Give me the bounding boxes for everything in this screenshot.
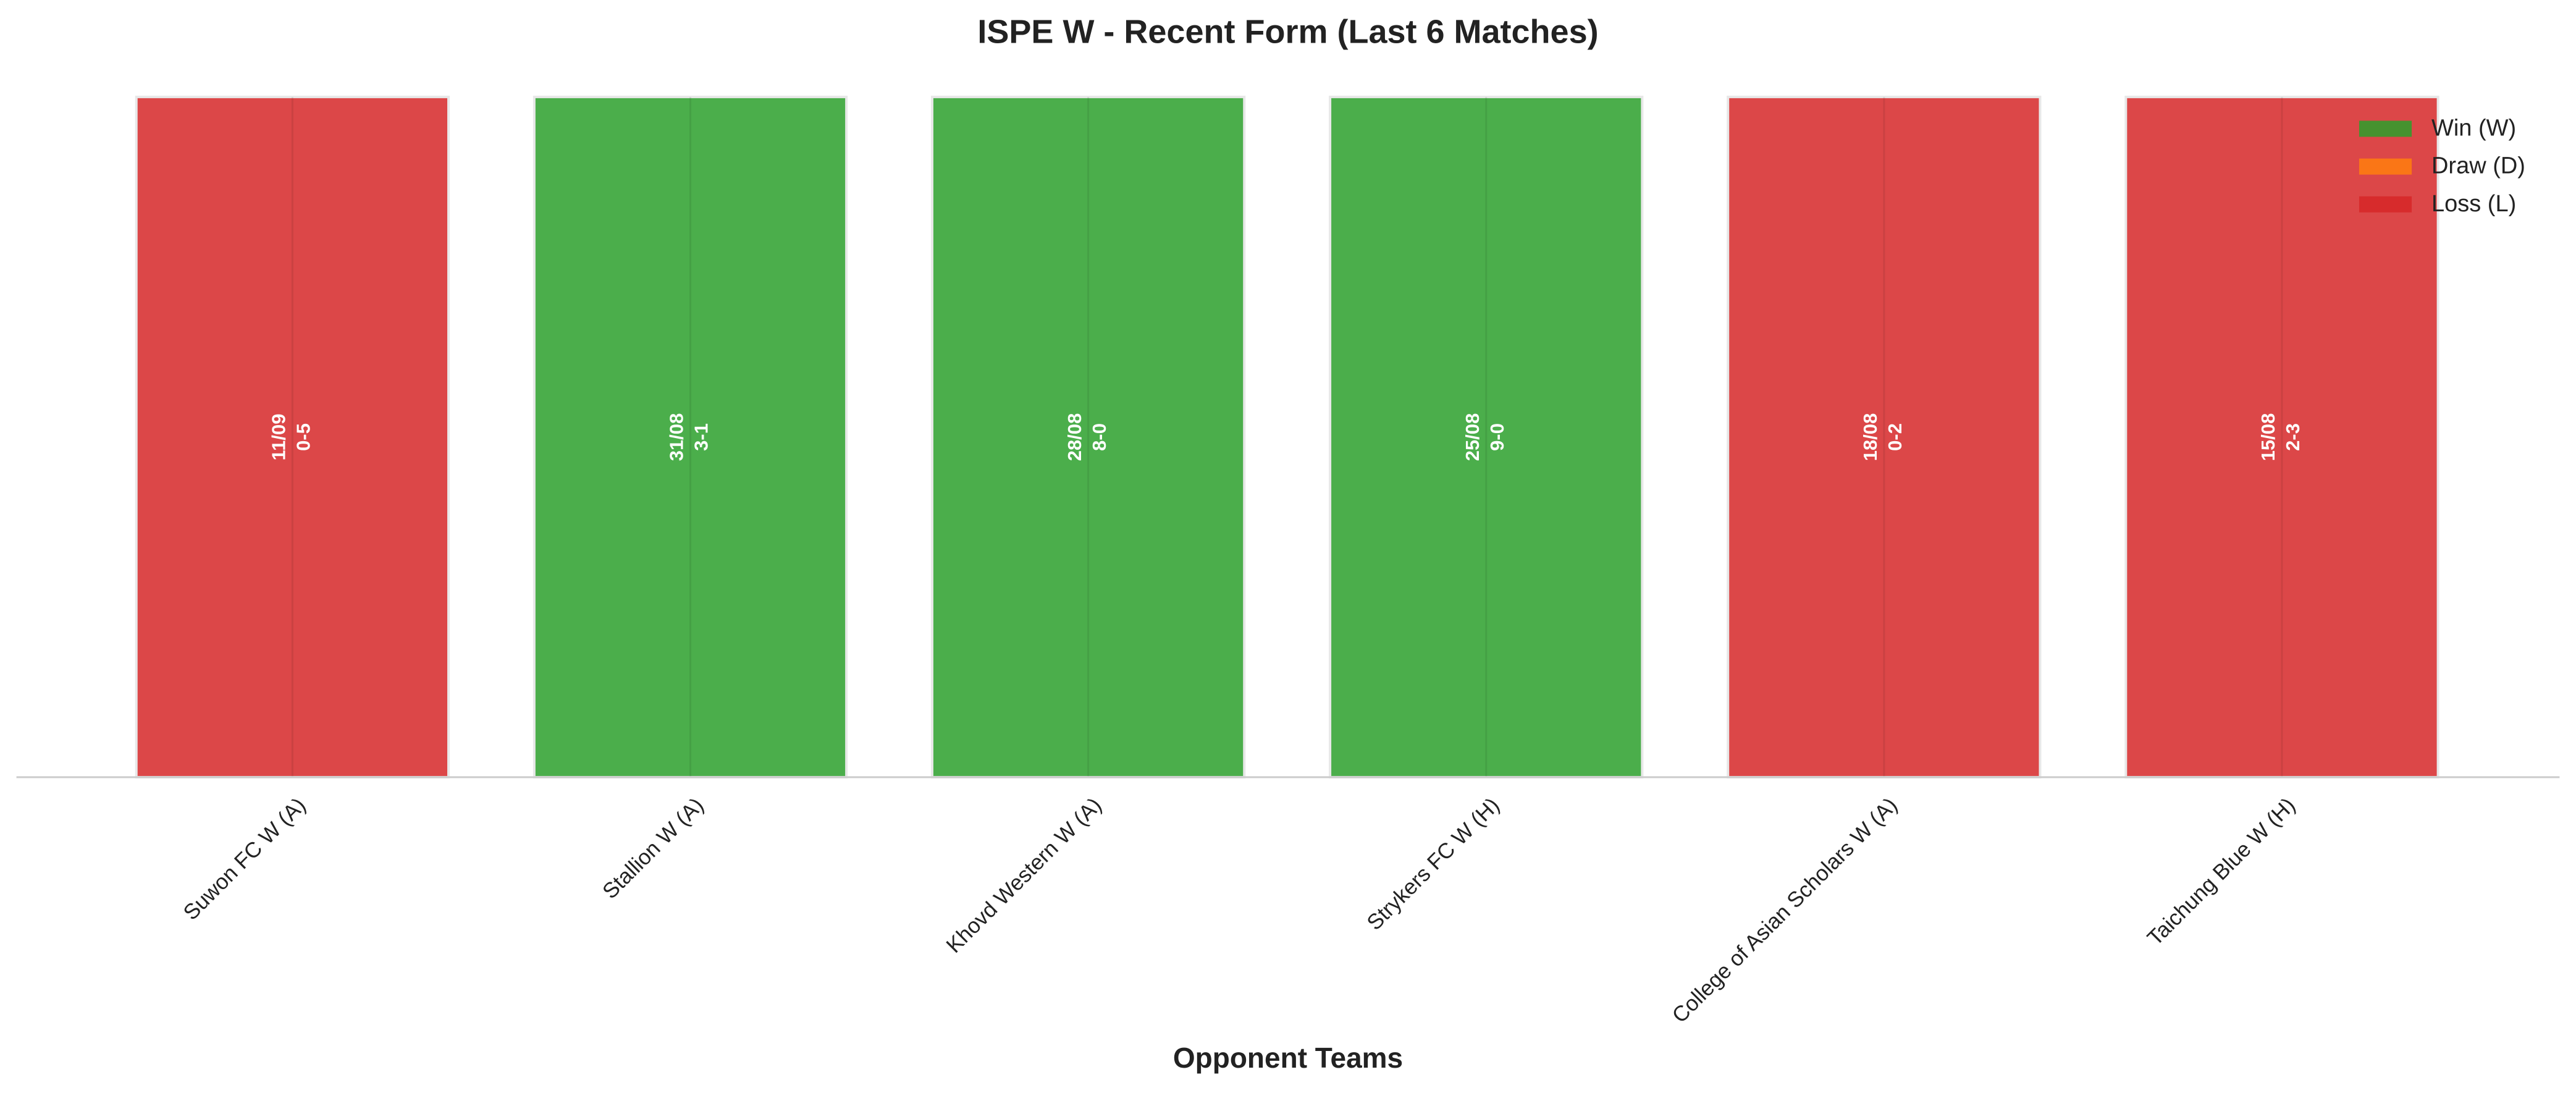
bar-date: 11/09 — [268, 413, 290, 460]
bar-date: 31/08 — [666, 413, 688, 462]
bar-score: 0-2 — [1884, 423, 1906, 451]
legend-swatch — [2359, 196, 2412, 213]
bar-label: 18/08 0-2 — [1859, 413, 1906, 462]
bar-label: 11/09 0-5 — [268, 413, 314, 460]
x-axis-label: Opponent Teams — [1173, 1042, 1403, 1074]
bar-score: 0-5 — [293, 423, 314, 451]
bar-label: 15/08 2-3 — [2257, 413, 2304, 462]
bar-score: 8-0 — [1088, 423, 1110, 451]
legend-label: Win (W) — [2431, 115, 2516, 141]
legend-label: Loss (L) — [2431, 191, 2516, 217]
bar-date: 25/08 — [1462, 413, 1483, 462]
bar-date: 18/08 — [1859, 413, 1881, 462]
bar-label: 25/08 9-0 — [1462, 413, 1508, 462]
bar-score: 2-3 — [2282, 423, 2304, 451]
bar — [930, 95, 1246, 779]
bar — [1329, 95, 1644, 779]
bar-score: 9-0 — [1486, 423, 1508, 451]
bar-date: 28/08 — [1064, 413, 1085, 462]
bar-label: 28/08 8-0 — [1064, 413, 1110, 462]
chart-title: ISPE W - Recent Form (Last 6 Matches) — [977, 13, 1598, 50]
bar — [135, 95, 450, 779]
bar-date: 15/08 — [2257, 413, 2279, 462]
bar — [1727, 95, 2042, 779]
bar-label: 31/08 3-1 — [666, 413, 712, 462]
legend-swatch — [2359, 158, 2412, 175]
bar — [532, 95, 848, 779]
legend-swatch — [2359, 120, 2412, 137]
legend-label: Draw (D) — [2431, 153, 2525, 179]
bar-score: 3-1 — [691, 423, 712, 451]
